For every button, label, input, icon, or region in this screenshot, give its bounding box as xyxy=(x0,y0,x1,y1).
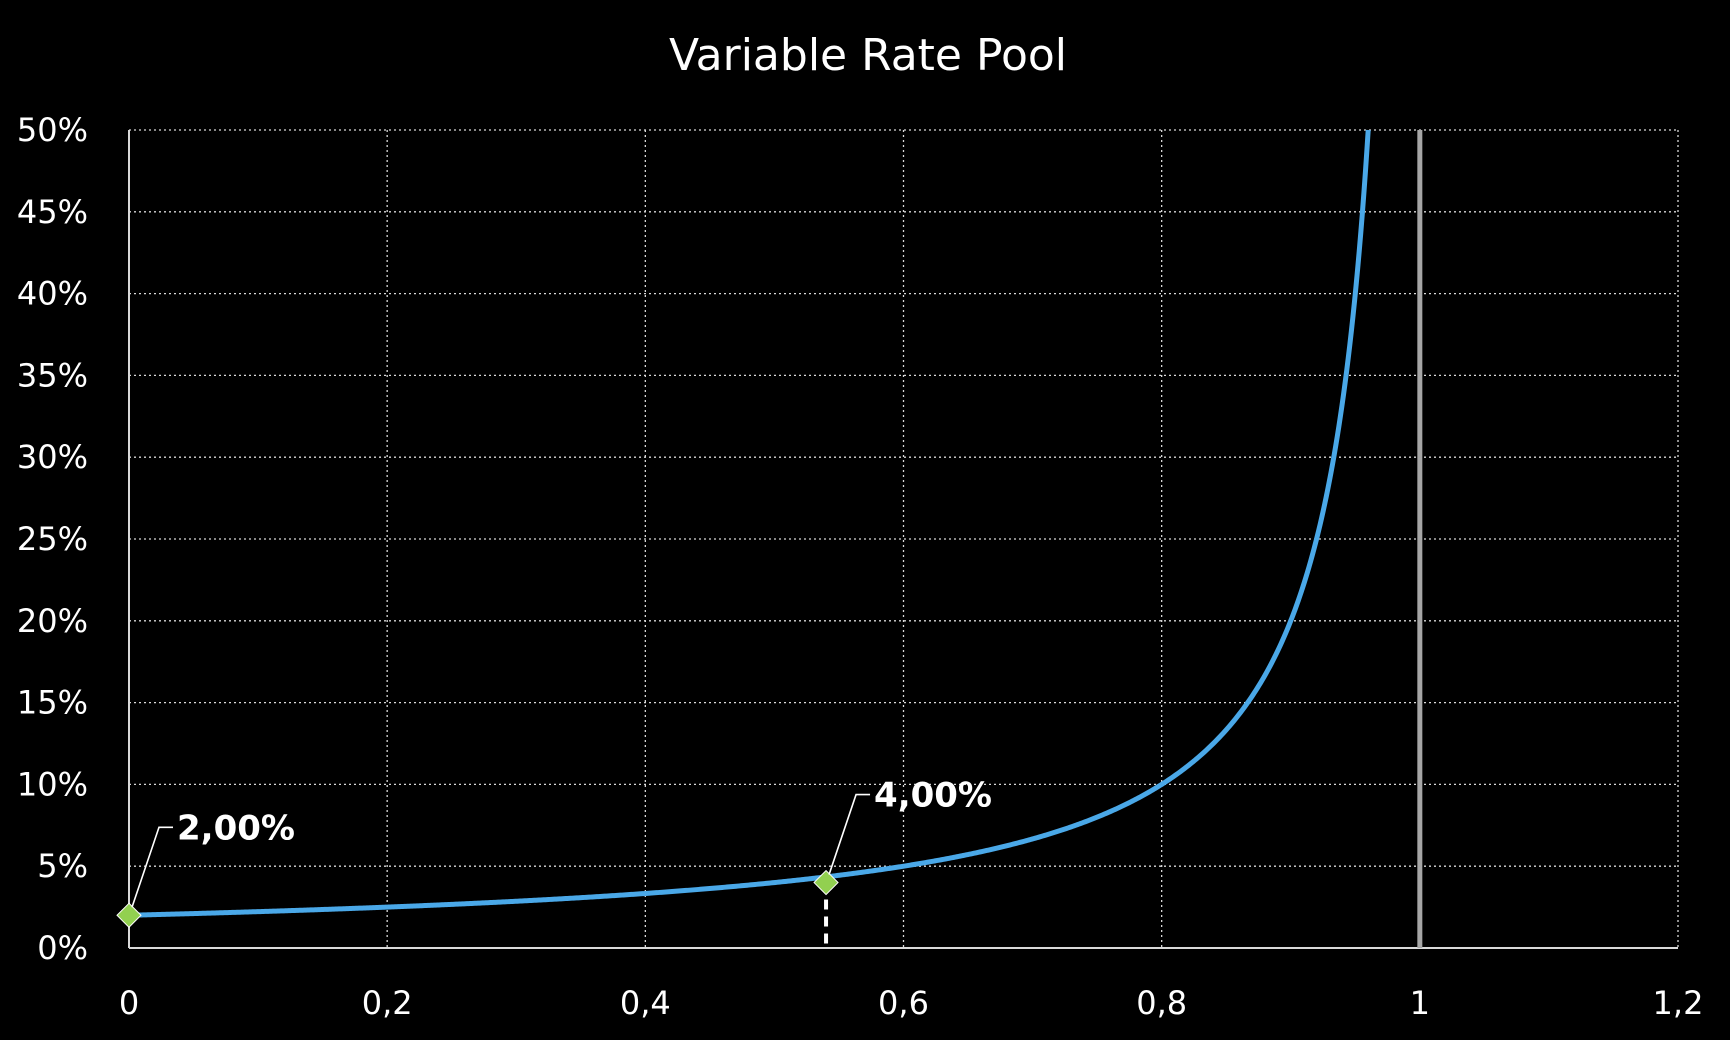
y-tick-label: 20% xyxy=(17,602,88,640)
data-point-marker xyxy=(116,902,142,928)
leader-line xyxy=(828,793,871,875)
series xyxy=(128,129,1371,918)
y-tick-label: 30% xyxy=(17,438,88,476)
x-tick-label: 1 xyxy=(1410,984,1430,1022)
x-tick-label: 0,8 xyxy=(1136,984,1187,1022)
data-label: 2,00% xyxy=(177,808,295,848)
reference-lines xyxy=(824,130,1423,948)
y-tick-label: 50% xyxy=(17,111,88,149)
y-tick-label: 35% xyxy=(17,356,88,394)
y-tick-label: 15% xyxy=(17,684,88,722)
y-tick-label: 5% xyxy=(37,847,88,885)
markers: 2,00% 4,00% xyxy=(116,776,992,928)
y-tick-label: 40% xyxy=(17,275,88,313)
x-tick-label: 0,2 xyxy=(362,984,413,1022)
y-tick-label: 45% xyxy=(17,193,88,231)
x-tick-label: 1,2 xyxy=(1653,984,1704,1022)
tick-labels: 0% 5% 10% 15% 20% 25% 30% 35% 40% 45% 50% 0 0,2 0,4 0,… xyxy=(17,111,1704,1022)
leader-line xyxy=(131,826,173,908)
chart-title: Variable Rate Pool xyxy=(669,30,1067,81)
series-line xyxy=(128,129,1371,918)
grid xyxy=(129,129,1679,948)
y-tick-label: 0% xyxy=(37,929,88,967)
y-tick-label: 10% xyxy=(17,765,88,803)
y-tick-label: 25% xyxy=(17,520,88,558)
x-tick-label: 0 xyxy=(119,984,139,1022)
data-point-marker xyxy=(813,869,839,896)
x-tick-label: 0,4 xyxy=(620,984,671,1022)
x-tick-label: 0,6 xyxy=(878,984,929,1022)
data-label: 4,00% xyxy=(874,776,992,816)
